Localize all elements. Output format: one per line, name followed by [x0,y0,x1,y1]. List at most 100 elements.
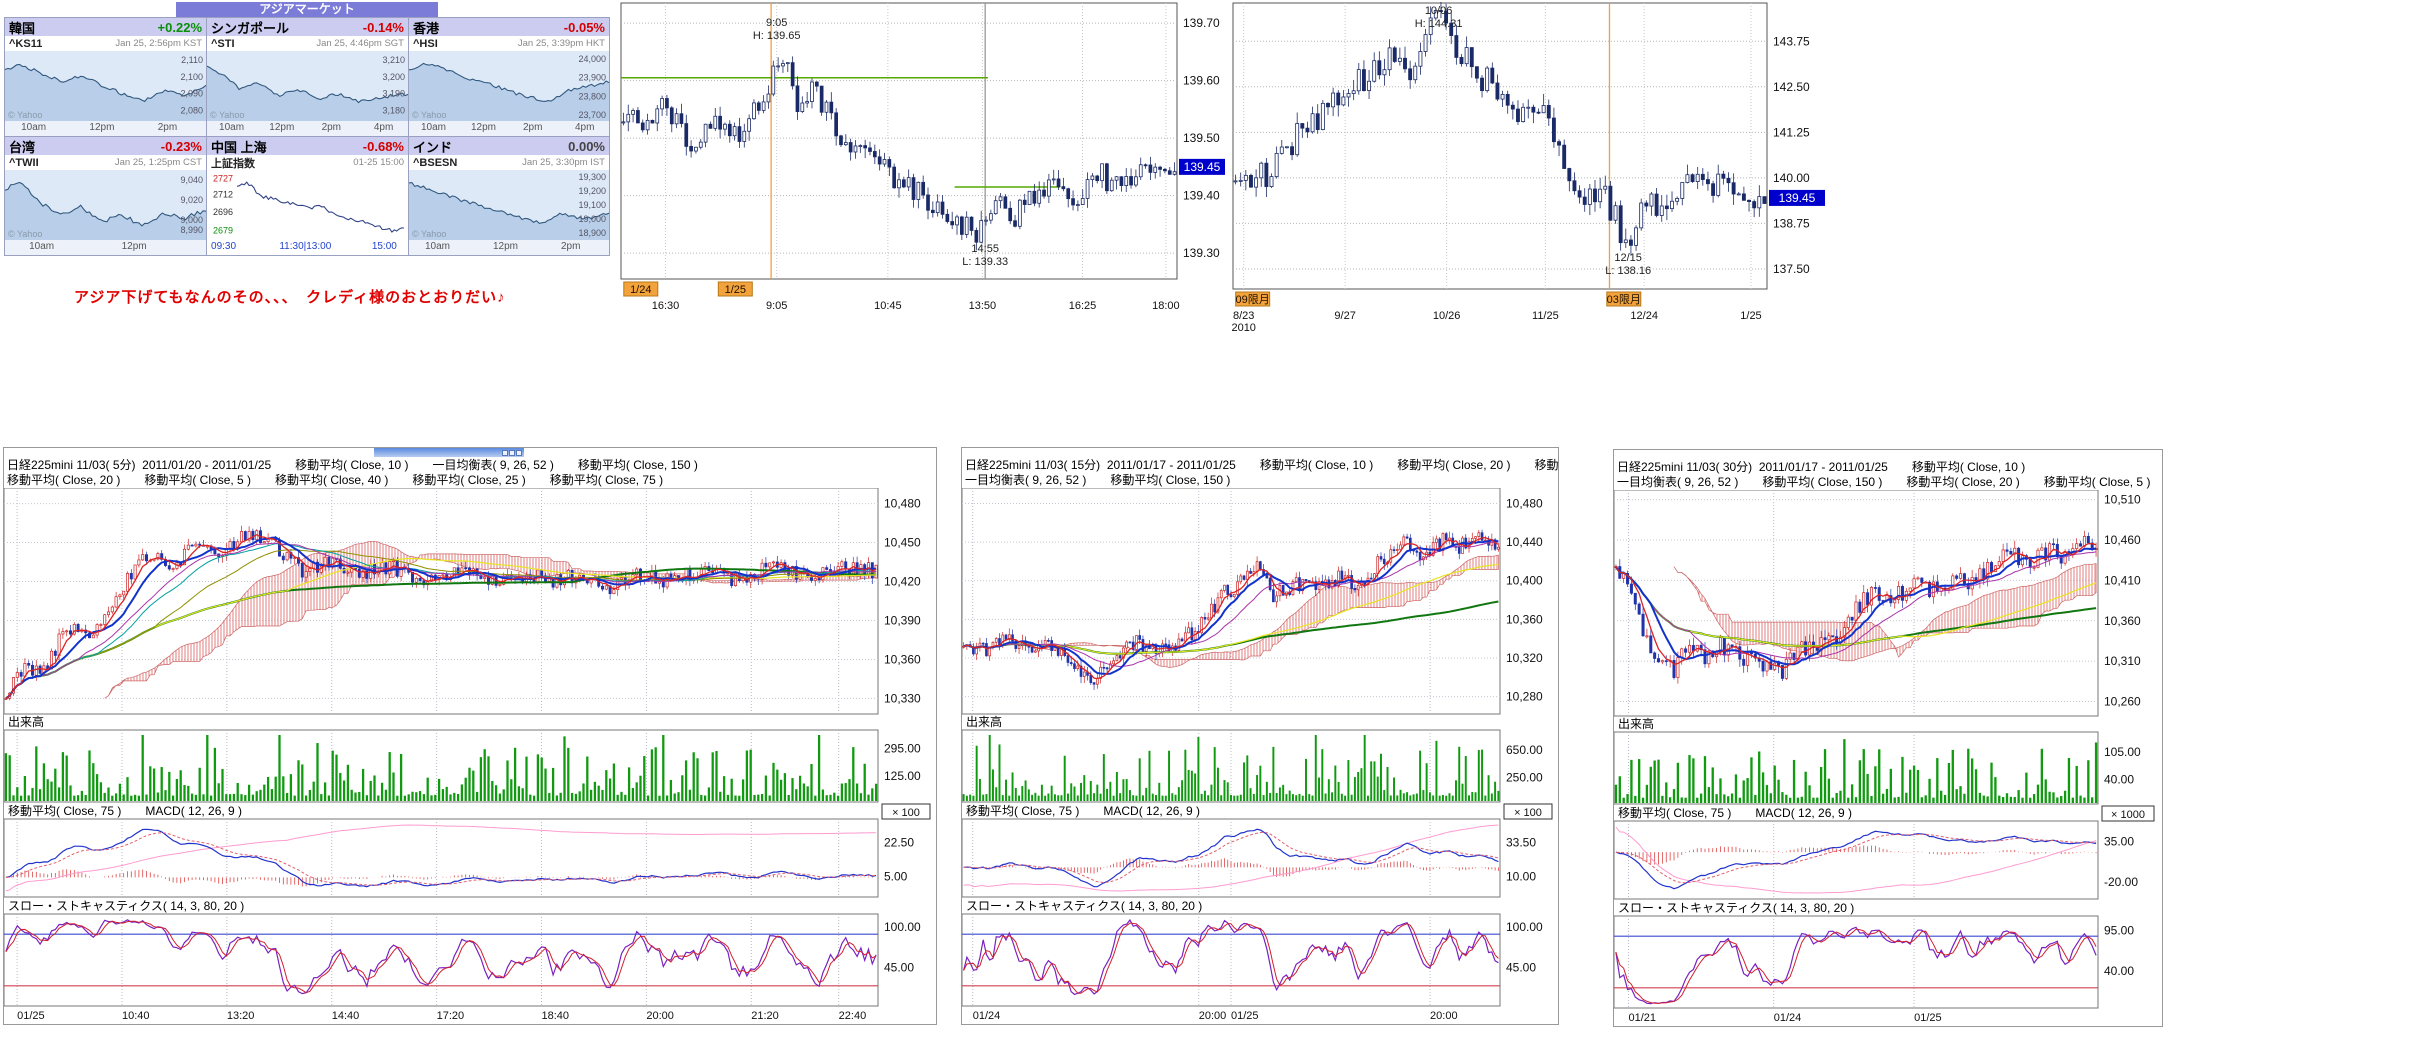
svg-text:45.00: 45.00 [1506,960,1536,974]
svg-text:14:55: 14:55 [971,243,999,255]
jgb-daily-chart[interactable]: 143.75 142.50 141.25 140.00 138.75 137.50 8/23… [1232,2,1836,338]
x-tick-label: 12pm [493,241,519,252]
svg-text:移動平均( Close, 75 ) MACD( 12, 2: 移動平均( Close, 75 ) MACD( 12, 26, 9 ) [1618,806,1852,820]
svg-text:9:05: 9:05 [766,17,787,29]
market-mini-chart[interactable]: 2,110 2,100 2,090 2,080 © Yahoo [5,51,206,121]
market-x-axis: 10am 12pm [5,240,206,255]
maximize-icon[interactable] [509,449,515,456]
market-x-axis: 10am 12pm 2pm [409,240,609,255]
mini-market-chart-canvas[interactable]: 2727 2712 2696 2679 [207,170,408,240]
svg-text:45.00: 45.00 [884,960,914,974]
market-change: -0.23% [160,138,202,154]
x-tick-label: 15:00 [371,241,397,252]
svg-text:10,280: 10,280 [1506,690,1543,704]
n225-5min-chart-window: 日経225mini 11/03( 5分) 2011/01/20 - 2011/0… [3,447,937,1025]
svg-text:13:50: 13:50 [969,300,997,312]
svg-text:20:00: 20:00 [1430,1010,1458,1022]
svg-text:-20.00: -20.00 [2104,875,2138,889]
svg-text:21:20: 21:20 [751,1010,779,1022]
svg-text:10,420: 10,420 [884,575,921,589]
jgb_intraday-canvas[interactable]: 139.70 139.60 139.50 139.40 139.30 16:30 9:05 1… [620,2,1234,320]
market-x-axis: 10am 12pm 2pm [5,121,206,136]
svg-text:141.25: 141.25 [1773,125,1810,139]
market-mini-chart[interactable]: 9,040 9,020 9,000 8,990 © Yahoo [5,170,206,240]
n225_30min-canvas[interactable]: 01/21 01/24 01/25 10,510 10,460 10,410 10,360 1… [1614,490,2160,1026]
mini-market-chart-canvas[interactable]: 3,210 3,200 3,190 3,180 © Yahoo [207,51,408,121]
svg-text:139.40: 139.40 [1183,189,1220,203]
svg-text:10:40: 10:40 [122,1010,150,1022]
svg-text:8,990: 8,990 [180,225,203,235]
x-tick-label: 09:30 [211,241,237,252]
market-mini-chart[interactable]: 3,210 3,200 3,190 3,180 © Yahoo [207,51,408,121]
svg-text:10:45: 10:45 [874,300,902,312]
minimize-icon[interactable] [502,449,508,456]
mini-market-chart-canvas[interactable]: 24,000 23,900 23,800 23,700 © Yahoo [409,51,609,121]
svg-text:9/27: 9/27 [1334,310,1355,322]
market-mini-chart[interactable]: 24,000 23,900 23,800 23,700 © Yahoo [409,51,609,121]
svg-text:10,440: 10,440 [1506,535,1543,549]
svg-text:10,510: 10,510 [2104,493,2141,507]
mini-market-chart-canvas[interactable]: 19,300 19,200 19,100 19,000 18,900 © Yahoo [409,170,609,240]
x-tick-label: 2pm [157,122,178,133]
svg-text:95.00: 95.00 [2104,924,2134,938]
n225-5min-chart[interactable]: 01/25 10:40 13:20 14:40 17:20 18:40 20:00 21:20… [4,488,936,1024]
mini-market-chart-canvas[interactable]: 2,110 2,100 2,090 2,080 © Yahoo [5,51,206,121]
market-cell-china[interactable]: 中国 上海 -0.68% 上証指数 01-25 15:00 2727 2712 26… [207,137,409,256]
market-mini-chart[interactable]: 2727 2712 2696 2679 [207,170,408,240]
svg-text:10,400: 10,400 [1506,574,1543,588]
n225_15min-canvas[interactable]: 01/24 20:00 01/25 20:00 10,480 10,440 10,400 10… [962,488,1558,1024]
n225-30min-chart[interactable]: 01/21 01/24 01/25 10,510 10,460 10,410 10,360 1… [1614,490,2162,1026]
svg-text:12/15: 12/15 [1614,252,1642,264]
x-tick-label: 10am [425,241,451,252]
svg-text:33.50: 33.50 [1506,835,1536,849]
close-icon[interactable] [516,449,522,456]
n225_5min-canvas[interactable]: 01/25 10:40 13:20 14:40 17:20 18:40 20:00 21:20… [4,488,936,1024]
svg-text:2712: 2712 [213,190,233,200]
svg-text:19,300: 19,300 [578,172,606,182]
market-cell-india[interactable]: インド 0.00% ^BSESN Jan 25, 3:30pm IST 19,3… [409,137,610,256]
svg-text:137.50: 137.50 [1773,262,1810,276]
n225-15min-chart[interactable]: 01/24 20:00 01/25 20:00 10,480 10,440 10,400 10… [962,488,1558,1024]
chart-header-line2: 一目均衡表( 9, 26, 52 ) 移動平均( Close, 150 ) [965,473,1231,487]
svg-text:9,020: 9,020 [180,195,203,205]
market-name: シンガポール [211,20,290,36]
svg-text:10,480: 10,480 [884,497,921,511]
svg-text:20:00: 20:00 [1199,1010,1227,1022]
market-change: 0.00% [568,138,605,154]
chart-header-line1: 日経225mini 11/03( 30分) 2011/01/17 - 2011/… [1617,460,2026,474]
market-time: Jan 25, 3:39pm HKT [517,38,605,49]
svg-text:2010: 2010 [1232,322,1256,334]
svg-text:10,460: 10,460 [2104,533,2141,547]
svg-text:© Yahoo: © Yahoo [210,110,244,120]
market-sub: ^TWII Jan 25, 1:25pm CST [5,155,206,170]
market-name: 中国 上海 [211,139,267,155]
market-cell-taiwan[interactable]: 台湾 -0.23% ^TWII Jan 25, 1:25pm CST 9,040… [5,137,207,256]
svg-text:14:40: 14:40 [332,1010,360,1022]
svg-text:© Yahoo: © Yahoo [412,110,446,120]
svg-text:18,900: 18,900 [578,228,606,238]
x-tick-label: 10am [21,122,47,133]
svg-text:L: 138.16: L: 138.16 [1605,265,1651,277]
window-titlebar-fragment[interactable] [374,448,524,457]
jgb-intraday-chart[interactable]: 139.70 139.60 139.50 139.40 139.30 16:30 9:05 1… [620,2,1234,320]
market-cell-hongkong[interactable]: 香港 -0.05% ^HSI Jan 25, 3:39pm HKT 24,000… [409,18,610,137]
svg-text:100.00: 100.00 [884,920,921,934]
svg-text:移動平均( Close, 75 ) MACD( 12, 2: 移動平均( Close, 75 ) MACD( 12, 26, 9 ) [8,804,242,818]
svg-text:1/25: 1/25 [725,284,746,296]
svg-text:138.75: 138.75 [1773,216,1810,230]
svg-text:139.50: 139.50 [1183,131,1220,145]
market-x-axis: 10am 12pm 2pm 4pm [207,121,408,136]
market-cell-korea[interactable]: 韓国 +0.22% ^KS11 Jan 25, 2:56pm KST 2,110… [5,18,207,137]
comment-text: アジア下げてもなんのその、、、 クレディ様のおとおりだい♪ [74,289,506,306]
market-mini-chart[interactable]: 19,300 19,200 19,100 19,000 18,900 © Yahoo [409,170,609,240]
x-tick-label: 12pm [89,122,115,133]
jgb_daily-canvas[interactable]: 143.75 142.50 141.25 140.00 138.75 137.50 8/23… [1232,2,1836,338]
x-tick-label: 12pm [269,122,295,133]
svg-text:09限月: 09限月 [1236,293,1270,306]
market-change: -0.68% [362,138,404,154]
market-cell-singapore[interactable]: シンガポール -0.14% ^STI Jan 25, 4:46pm SGT 3,… [207,18,409,137]
svg-text:10,310: 10,310 [2104,654,2141,668]
svg-text:18:00: 18:00 [1152,300,1180,312]
market-time: Jan 25, 4:46pm SGT [316,38,404,49]
